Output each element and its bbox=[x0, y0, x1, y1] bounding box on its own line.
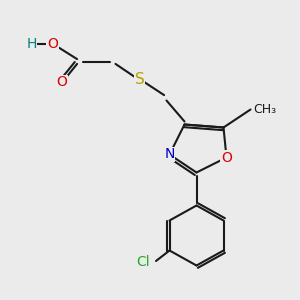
Text: O: O bbox=[56, 76, 67, 89]
Text: Cl: Cl bbox=[136, 256, 150, 269]
Text: N: N bbox=[164, 148, 175, 161]
Text: H: H bbox=[26, 37, 37, 50]
Text: CH₃: CH₃ bbox=[254, 103, 277, 116]
Text: O: O bbox=[221, 151, 232, 164]
Text: S: S bbox=[135, 72, 144, 87]
Text: O: O bbox=[47, 37, 58, 50]
